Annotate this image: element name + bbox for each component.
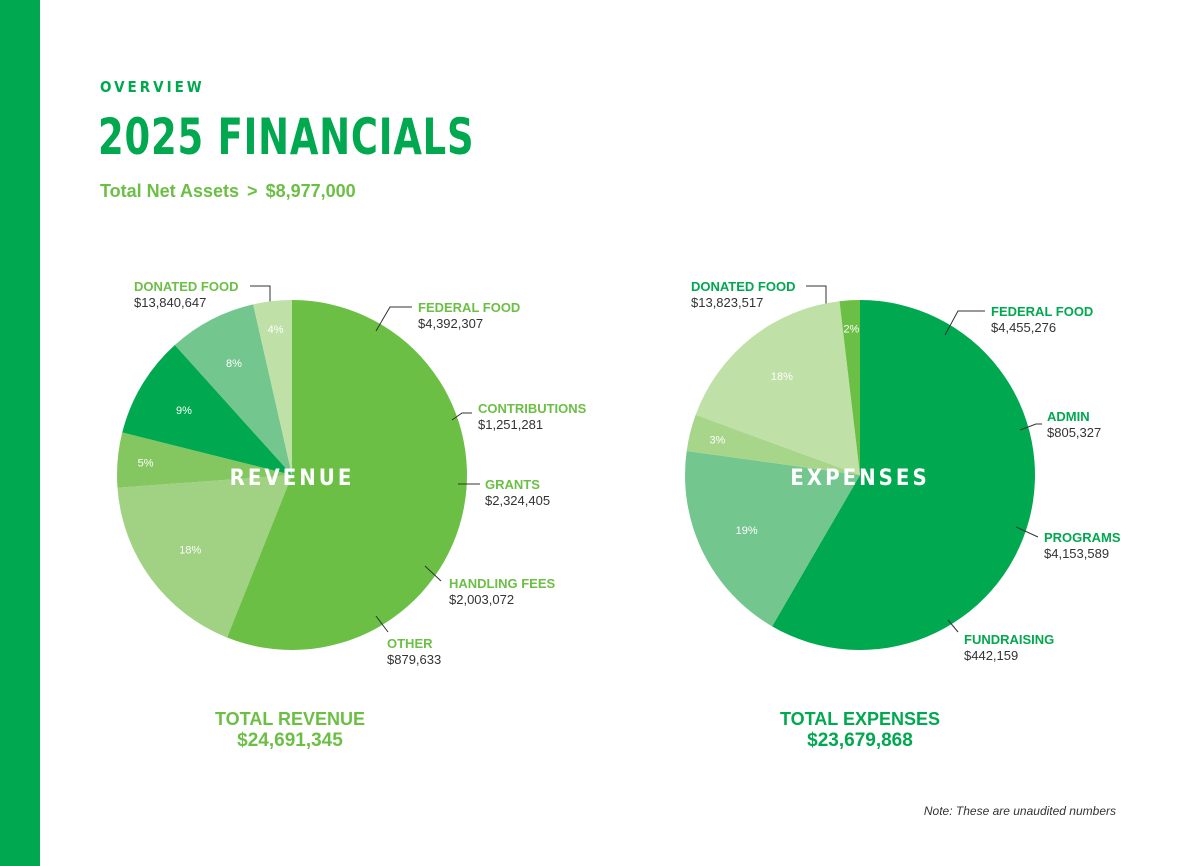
leader-line	[451, 412, 472, 421]
pie-slice	[685, 450, 860, 627]
leader-line	[375, 615, 389, 633]
slice-amount-label: $2,324,405	[485, 493, 550, 508]
total-expenses-label: TOTAL EXPENSES	[779, 709, 941, 729]
slice-amount-label: $879,633	[387, 652, 441, 667]
slice-percent-label: 8%	[226, 358, 242, 370]
slice-category-label: GRANTS	[485, 477, 540, 492]
slice-amount-label: $4,455,276	[991, 320, 1056, 335]
slice-category-label: CONTRIBUTIONS	[478, 401, 587, 416]
net-assets-label: Total Net Assets	[100, 181, 240, 201]
slice-percent-label: 18%	[179, 544, 201, 556]
pie-slice	[227, 300, 467, 650]
total-expenses: TOTAL EXPENSES $23,679,868	[760, 708, 960, 752]
net-assets-value: $8,977,000	[265, 181, 356, 201]
pie-slice	[174, 304, 292, 475]
pie-center-label: REVENUE	[230, 466, 355, 491]
slice-amount-label: $13,823,517	[691, 295, 763, 310]
slice-amount-label: $4,392,307	[418, 316, 483, 331]
slice-category-label: OTHER	[387, 636, 433, 651]
slice-amount-label: $442,159	[964, 648, 1018, 663]
pie-slice	[839, 300, 860, 475]
pie-slice	[117, 475, 293, 638]
left-accent-bar	[0, 0, 40, 866]
leader-line	[1015, 526, 1039, 538]
pie-slice	[116, 432, 292, 488]
slice-category-label: DONATED FOOD	[134, 279, 238, 294]
slice-amount-label: $805,327	[1047, 425, 1101, 440]
slice-percent-label: 4%	[268, 324, 284, 336]
slice-category-label: FEDERAL FOOD	[991, 304, 1093, 319]
leader-line	[375, 306, 412, 332]
footnote: Note: These are unaudited numbers	[923, 804, 1116, 818]
total-revenue-label: TOTAL REVENUE	[214, 709, 366, 729]
slice-percent-label: 18%	[771, 371, 793, 383]
net-assets-line: Total Net Assets > $8,977,000	[100, 181, 356, 202]
slice-category-label: ADMIN	[1047, 409, 1090, 424]
slice-category-label: DONATED FOOD	[691, 279, 795, 294]
pie-slice	[686, 414, 860, 475]
leader-line	[424, 565, 442, 582]
slice-percent-label: 19%	[736, 525, 758, 537]
slice-percent-label: 9%	[176, 405, 192, 417]
page-title: 2025 FINANCIALS	[98, 108, 475, 166]
slice-percent-label: 2%	[843, 323, 859, 335]
slice-category-label: FUNDRAISING	[964, 632, 1054, 647]
slice-amount-label: $13,840,647	[134, 295, 206, 310]
total-revenue-value: $24,691,345	[237, 730, 343, 751]
section-eyebrow: OVERVIEW	[100, 78, 205, 96]
total-revenue: TOTAL REVENUE $24,691,345	[190, 708, 390, 752]
slice-percent-label: 5%	[138, 457, 154, 469]
slice-amount-label: $4,153,589	[1044, 546, 1109, 561]
pie-slice	[772, 300, 1035, 650]
slice-amount-label: $2,003,072	[449, 592, 514, 607]
total-expenses-value: $23,679,868	[807, 730, 913, 751]
leader-line	[1019, 423, 1042, 431]
slice-category-label: PROGRAMS	[1044, 530, 1121, 545]
pie-slice	[122, 345, 292, 475]
pie-slice	[253, 300, 292, 475]
net-assets-separator: >	[247, 181, 258, 201]
slice-percent-label: 3%	[709, 434, 725, 446]
leader-line	[947, 619, 959, 633]
slice-category-label: FEDERAL FOOD	[418, 300, 520, 315]
slice-category-label: HANDLING FEES	[449, 576, 556, 591]
pie-slice	[695, 301, 860, 475]
leader-line	[944, 310, 985, 336]
slice-amount-label: $1,251,281	[478, 417, 543, 432]
pie-center-label: EXPENSES	[790, 466, 929, 491]
